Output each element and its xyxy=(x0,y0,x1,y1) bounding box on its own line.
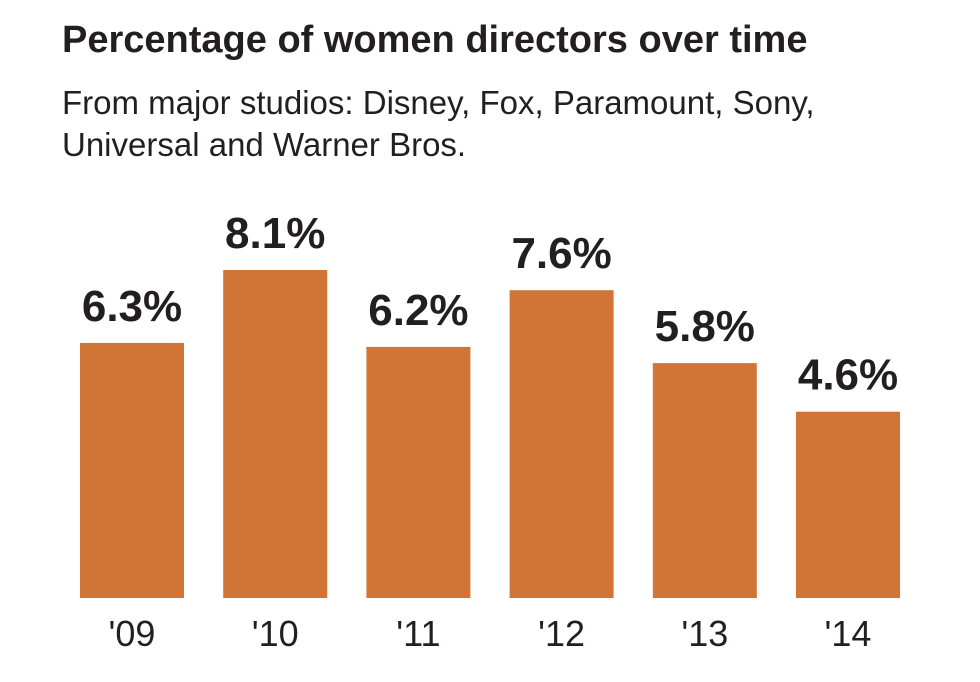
bar-5 xyxy=(796,411,900,598)
bar-value-label-1: 8.1% xyxy=(225,209,325,258)
x-tick-label-4: '13 xyxy=(681,613,728,654)
x-tick-label-0: '09 xyxy=(109,613,156,654)
bar-3 xyxy=(509,290,614,598)
chart-subtitle: From major studios: Disney, Fox, Paramou… xyxy=(62,84,815,163)
x-tick-label-2: '11 xyxy=(396,613,440,654)
bar-value-label-4: 5.8% xyxy=(655,302,755,351)
bar-value-label-5: 4.6% xyxy=(798,351,898,400)
chart-title: Percentage of women directors over time xyxy=(62,19,808,61)
bar-value-label-0: 6.3% xyxy=(82,282,182,331)
bar-2 xyxy=(366,346,471,598)
x-tick-label-3: '12 xyxy=(538,613,585,654)
bar-value-label-3: 7.6% xyxy=(511,229,611,278)
bar-0 xyxy=(80,342,184,598)
bar-1 xyxy=(223,270,328,598)
x-tick-label-1: '10 xyxy=(252,613,299,654)
bar-4 xyxy=(652,363,757,598)
x-tick-label-5: '14 xyxy=(825,613,872,654)
bar-value-label-2: 6.2% xyxy=(368,286,468,335)
